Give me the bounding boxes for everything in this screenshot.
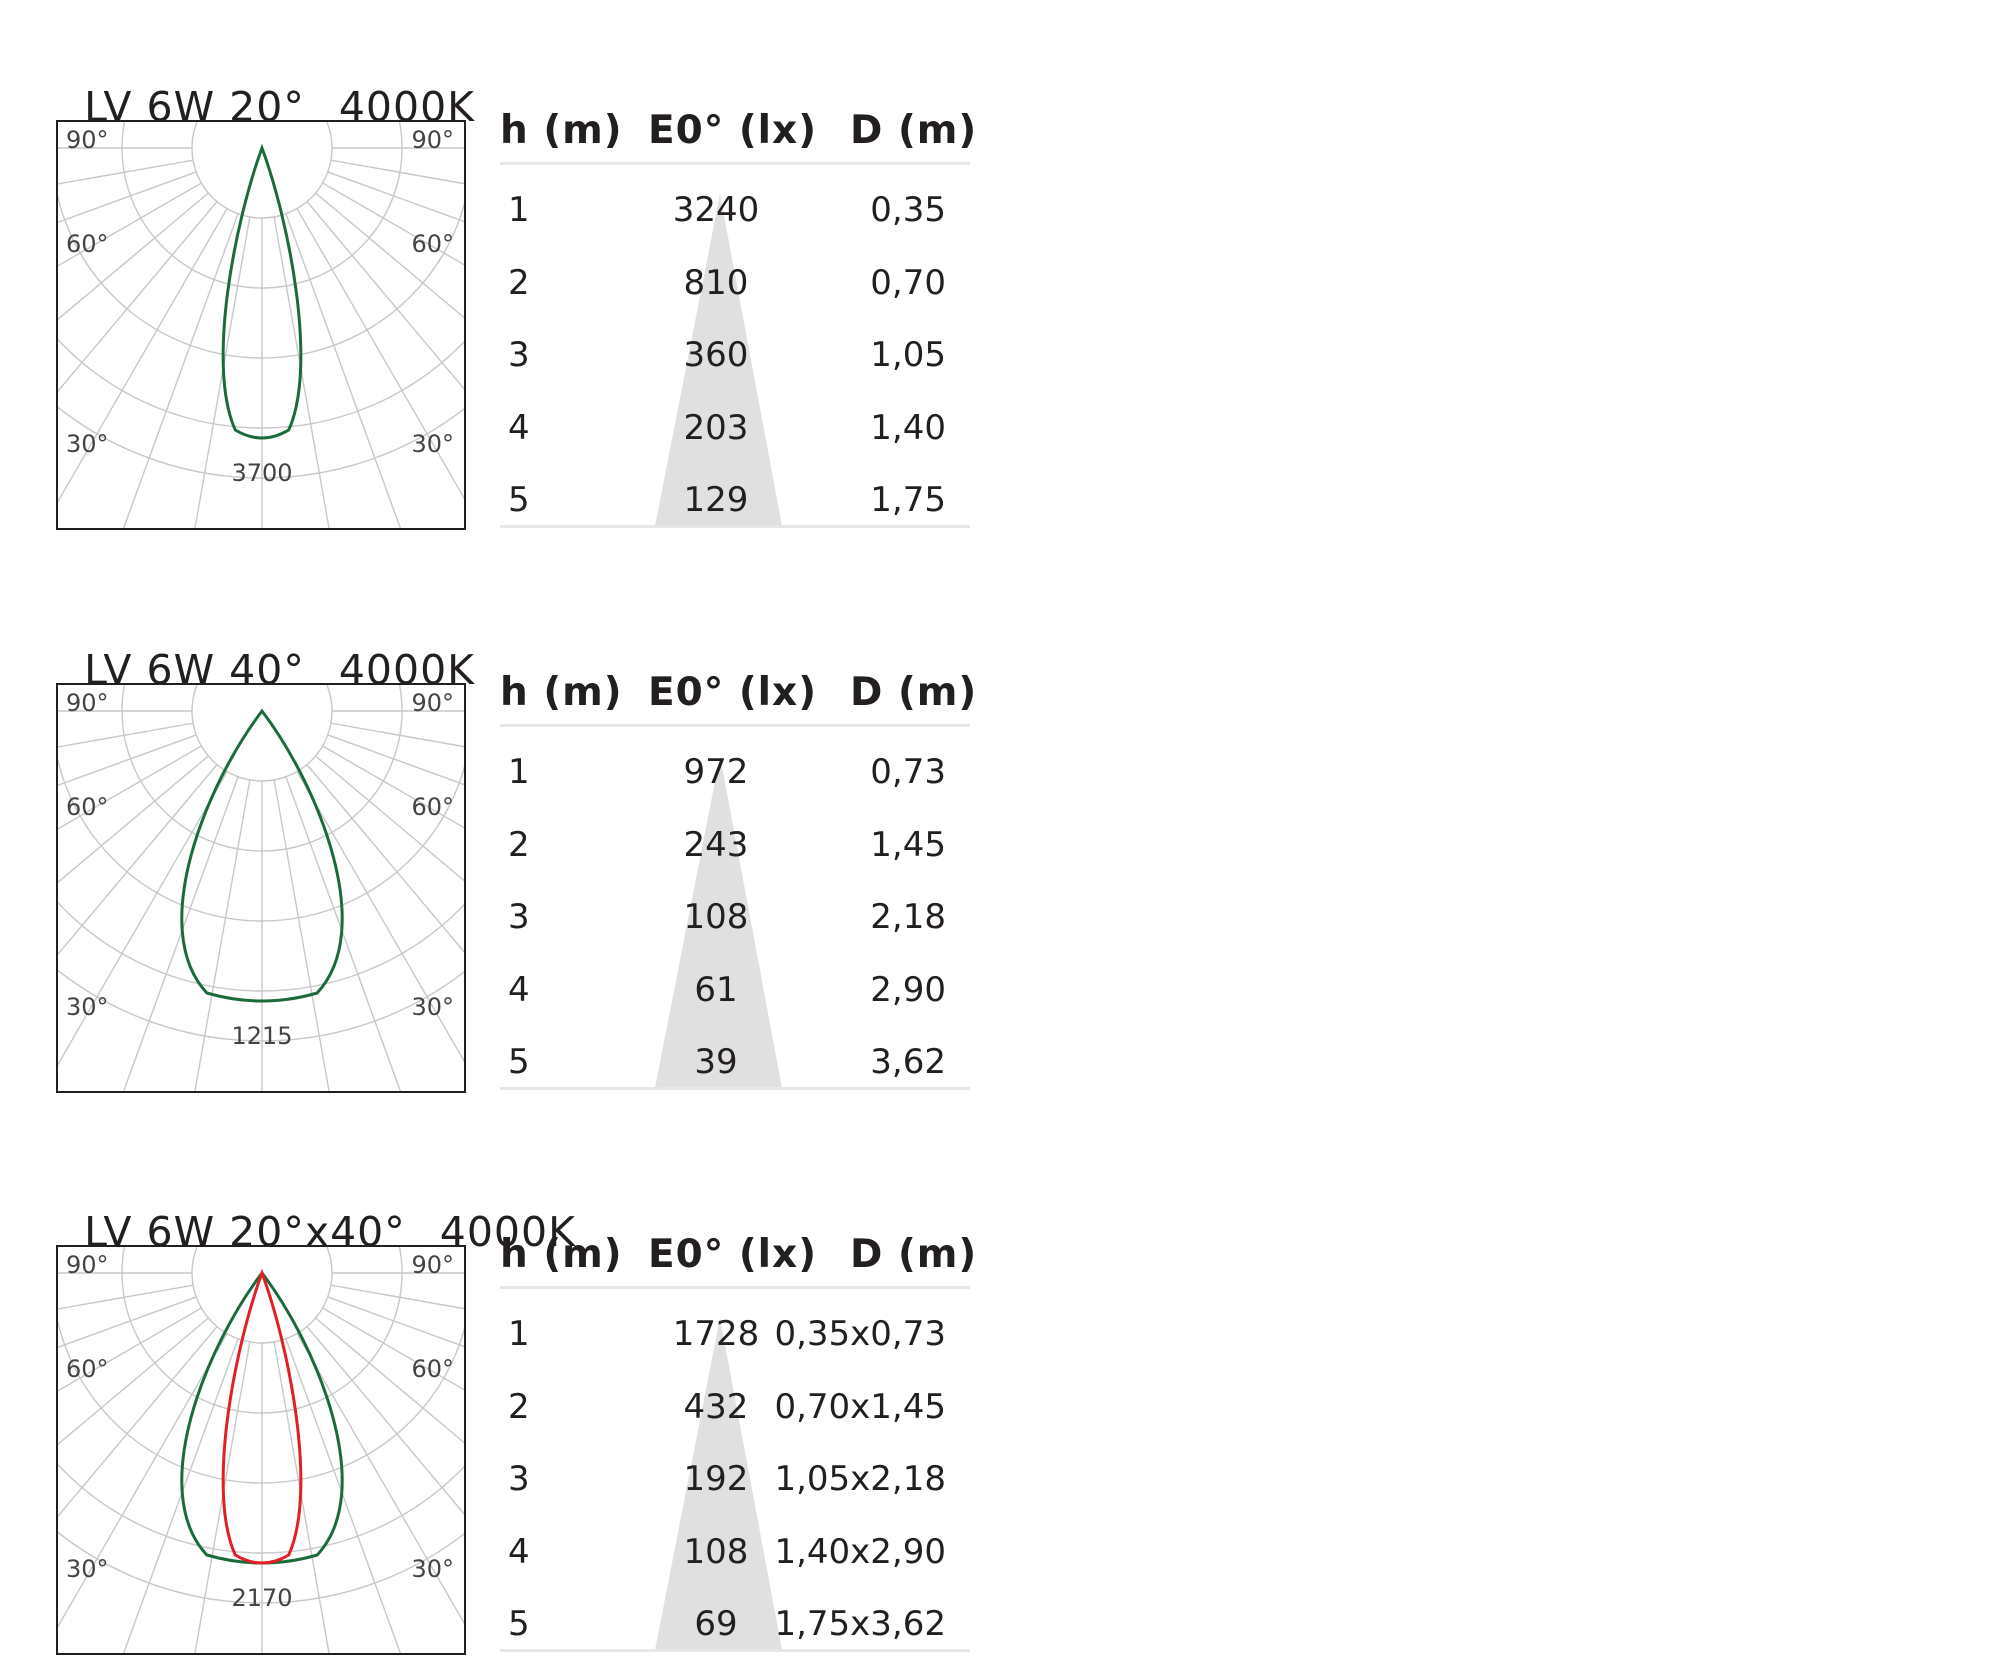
row-height: 5 <box>508 480 530 520</box>
row-illuminance: 972 <box>683 752 749 792</box>
row-diameter: 0,35 <box>870 190 946 230</box>
angle-label: 60° <box>66 230 109 258</box>
peak-intensity-label: 1215 <box>231 1022 292 1050</box>
angle-label: 30° <box>66 430 109 458</box>
row-diameter: 0,73 <box>870 752 946 792</box>
row-illuminance: 129 <box>683 480 749 520</box>
row-height: 4 <box>508 970 530 1010</box>
illuminance-table: h (m) E0° (lx) D (m) 1 1728 0,35x0,73 2 … <box>500 1232 976 1652</box>
angle-label: 30° <box>66 1555 109 1583</box>
illuminance-table: h (m) E0° (lx) D (m) 1 972 0,73 2 243 1,… <box>500 670 976 1090</box>
row-diameter: 1,45 <box>870 825 946 865</box>
header-illuminance: E0° (lx) <box>648 108 818 153</box>
polar-diagram: 90° 90° 60° 60° 30° 30° 3700 <box>56 120 466 530</box>
row-illuminance: 3240 <box>672 190 760 230</box>
header-divider <box>500 162 970 165</box>
row-height: 4 <box>508 1532 530 1572</box>
section-title: LV 6W 20°x40° 4000K <box>56 1160 576 1256</box>
angle-label: 90° <box>66 1251 109 1279</box>
row-illuminance: 1728 <box>672 1314 760 1354</box>
header-diameter: D (m) <box>850 1232 978 1277</box>
row-height: 3 <box>508 335 530 375</box>
light-cone-graphic <box>655 1318 782 1650</box>
light-cone-graphic <box>655 756 782 1088</box>
section-title: LV 6W 40° 4000K <box>56 598 475 694</box>
angle-label: 60° <box>66 1355 109 1383</box>
row-height: 1 <box>508 1314 530 1354</box>
header-divider <box>500 724 970 727</box>
header-height: h (m) <box>500 1232 623 1277</box>
angle-label: 60° <box>66 793 109 821</box>
row-height: 2 <box>508 263 530 303</box>
light-cone-graphic <box>655 194 782 526</box>
row-diameter: 0,70 <box>870 263 946 303</box>
row-diameter: 2,90 <box>870 970 946 1010</box>
row-height: 1 <box>508 752 530 792</box>
polar-grid: 90° 90° 60° 60° 30° 30° 1215 <box>58 685 464 1091</box>
row-illuminance: 61 <box>694 970 738 1010</box>
row-diameter: 1,75 <box>870 480 946 520</box>
table-bottom-rule <box>500 1649 970 1652</box>
row-height: 3 <box>508 897 530 937</box>
angle-label: 60° <box>411 793 454 821</box>
row-illuminance: 69 <box>694 1604 738 1644</box>
angle-label: 30° <box>411 993 454 1021</box>
row-diameter: 1,05 <box>870 335 946 375</box>
row-height: 5 <box>508 1604 530 1644</box>
angle-label: 90° <box>66 689 109 717</box>
peak-intensity-label: 2170 <box>231 1584 292 1612</box>
polar-grid: 90° 90° 60° 60° 30° 30° 3700 <box>58 122 464 528</box>
row-height: 1 <box>508 190 530 230</box>
row-illuminance: 108 <box>683 897 749 937</box>
row-illuminance: 108 <box>683 1532 749 1572</box>
row-height: 4 <box>508 408 530 448</box>
row-height: 2 <box>508 825 530 865</box>
angle-label: 90° <box>411 689 454 717</box>
intensity-curve <box>221 143 303 440</box>
angle-label: 30° <box>66 993 109 1021</box>
section-title: LV 6W 20° 4000K <box>56 35 475 131</box>
header-divider <box>500 1286 970 1289</box>
row-diameter: 1,40x2,90 <box>774 1532 946 1572</box>
angle-label: 90° <box>66 126 109 154</box>
header-illuminance: E0° (lx) <box>648 1232 818 1277</box>
row-illuminance: 39 <box>694 1042 738 1082</box>
angle-label: 60° <box>411 230 454 258</box>
row-illuminance: 243 <box>683 825 749 865</box>
angle-label: 30° <box>411 430 454 458</box>
illuminance-table: h (m) E0° (lx) D (m) 1 3240 0,35 2 810 0… <box>500 108 976 528</box>
table-bottom-rule <box>500 1087 970 1090</box>
header-illuminance: E0° (lx) <box>648 670 818 715</box>
angle-label: 60° <box>411 1355 454 1383</box>
table-bottom-rule <box>500 525 970 528</box>
row-illuminance: 810 <box>683 263 749 303</box>
row-illuminance: 360 <box>683 335 749 375</box>
row-illuminance: 203 <box>683 408 749 448</box>
row-diameter: 2,18 <box>870 897 946 937</box>
row-diameter: 3,62 <box>870 1042 946 1082</box>
row-diameter: 1,40 <box>870 408 946 448</box>
angle-label: 90° <box>411 126 454 154</box>
peak-intensity-label: 3700 <box>231 459 292 487</box>
row-height: 3 <box>508 1459 530 1499</box>
angle-label: 30° <box>411 1555 454 1583</box>
polar-diagram: 90° 90° 60° 60° 30° 30° 2170 <box>56 1245 466 1655</box>
polar-grid: 90° 90° 60° 60° 30° 30° 2170 <box>58 1247 464 1653</box>
intensity-curve <box>221 1268 303 1565</box>
header-height: h (m) <box>500 670 623 715</box>
row-diameter: 0,70x1,45 <box>774 1387 946 1427</box>
row-diameter: 0,35x0,73 <box>774 1314 946 1354</box>
angle-label: 90° <box>411 1251 454 1279</box>
row-diameter: 1,05x2,18 <box>774 1459 946 1499</box>
row-diameter: 1,75x3,62 <box>774 1604 946 1644</box>
row-illuminance: 192 <box>683 1459 749 1499</box>
header-height: h (m) <box>500 108 623 153</box>
row-illuminance: 432 <box>683 1387 749 1427</box>
header-diameter: D (m) <box>850 108 978 153</box>
header-diameter: D (m) <box>850 670 978 715</box>
intensity-curve <box>180 708 344 1003</box>
row-height: 2 <box>508 1387 530 1427</box>
row-height: 5 <box>508 1042 530 1082</box>
polar-diagram: 90° 90° 60° 60° 30° 30° 1215 <box>56 683 466 1093</box>
